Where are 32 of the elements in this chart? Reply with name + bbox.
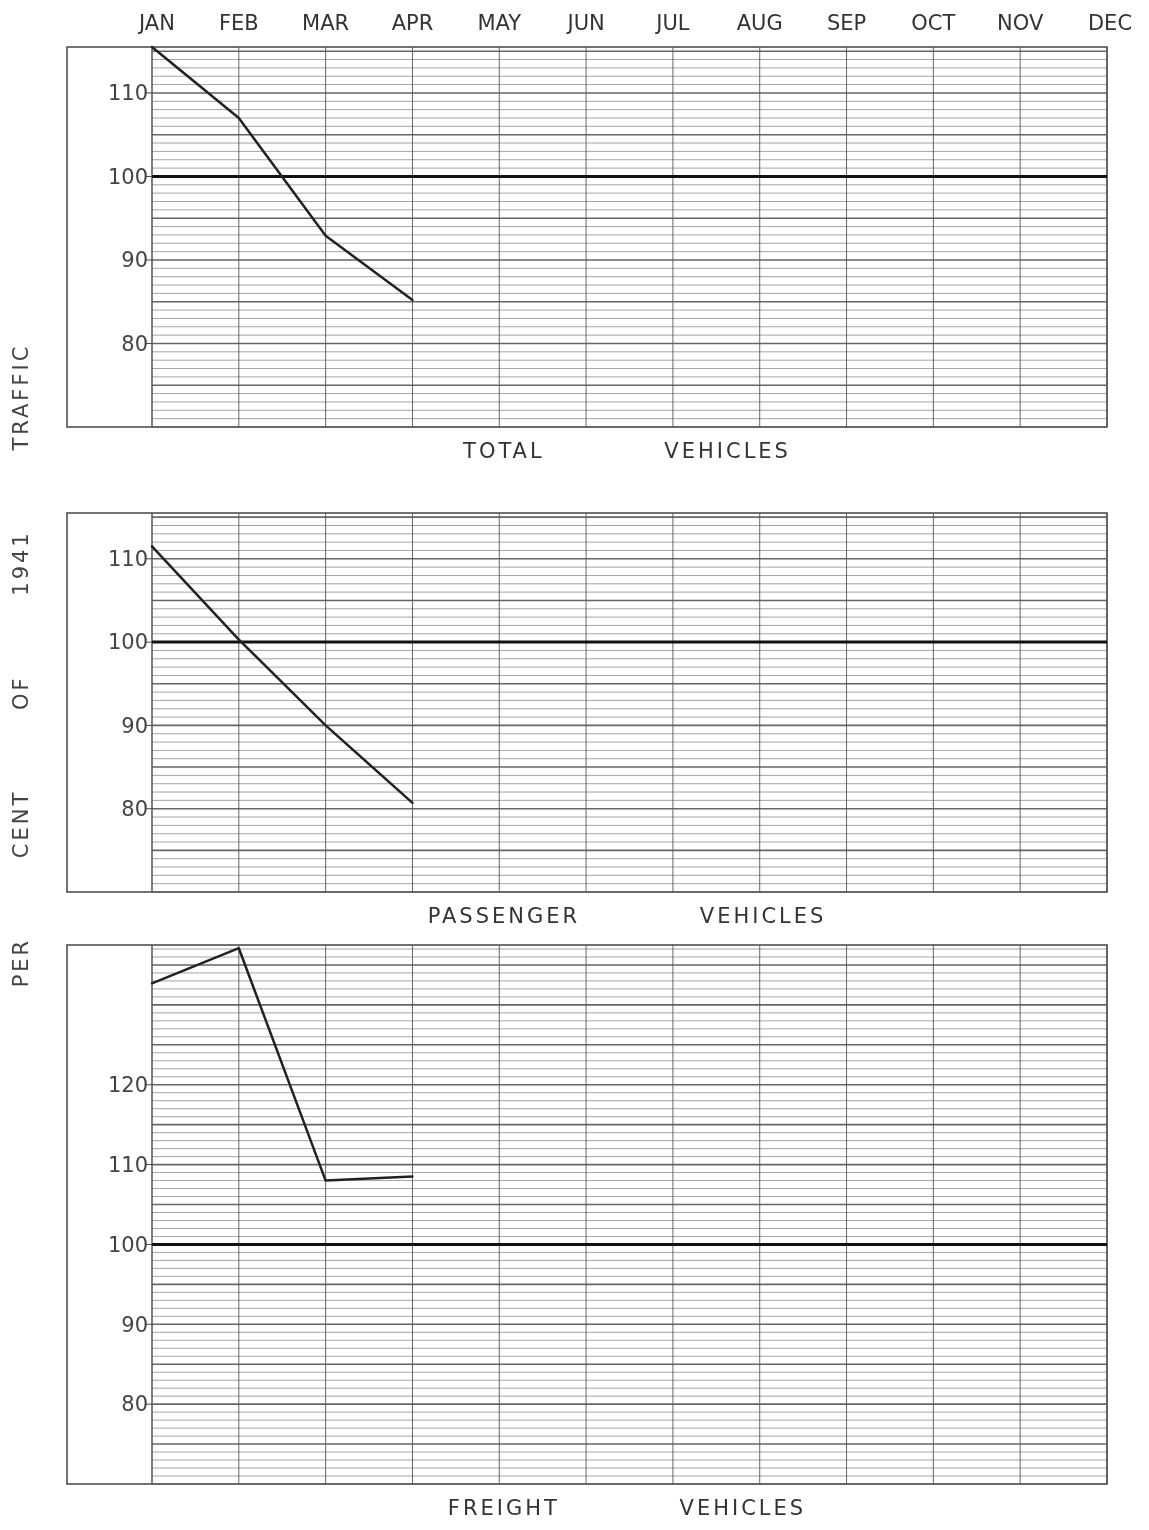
- x-tick-label: NOV: [997, 11, 1044, 35]
- line-series: [150, 545, 414, 805]
- x-axis-title: FREIGHT VEHICLES: [447, 1496, 807, 1520]
- y-tick-label: 100: [107, 164, 148, 189]
- x-tick-label: APR: [391, 11, 434, 35]
- x-axis-title: TOTAL VEHICLES: [462, 439, 791, 463]
- y-tick-label: 120: [107, 1073, 148, 1098]
- y-tick-label: 100: [107, 630, 148, 655]
- x-tick-label: DEC: [1087, 11, 1133, 35]
- y-tick-label: 90: [121, 1312, 148, 1337]
- x-tick-label: AUG: [736, 11, 783, 35]
- x-tick-label: OCT: [911, 11, 956, 35]
- x-tick-label: JUN: [565, 11, 605, 35]
- line-series: [150, 946, 414, 1182]
- line-series: [150, 45, 414, 302]
- y-tick-label: 80: [121, 797, 148, 822]
- y-tick-label: 80: [121, 331, 148, 356]
- y-tick-label: 110: [107, 547, 148, 572]
- y-axis-title: PER CENT OF 1941 TRAFFIC: [9, 343, 33, 988]
- y-tick-label: 110: [107, 1152, 148, 1177]
- x-tick-label: JAN: [137, 11, 175, 35]
- y-tick-label: 90: [121, 713, 148, 738]
- x-tick-label: MAY: [477, 11, 522, 35]
- x-tick-label: FEB: [218, 11, 259, 35]
- y-tick-label: 110: [107, 81, 148, 106]
- y-tick-label: 100: [107, 1232, 148, 1257]
- x-tick-label: MAR: [302, 11, 350, 35]
- y-tick-label: 90: [121, 248, 148, 273]
- x-tick-label: SEP: [826, 11, 867, 35]
- y-tick-label: 80: [121, 1392, 148, 1417]
- x-axis-title: PASSENGER VEHICLES: [427, 904, 827, 928]
- x-tick-label: JUL: [654, 11, 690, 35]
